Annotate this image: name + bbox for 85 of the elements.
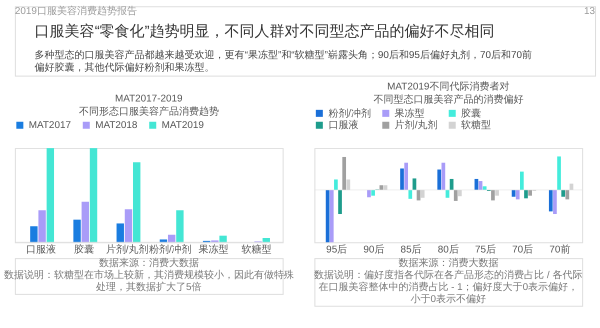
bar	[548, 190, 553, 212]
legend-label: 粉剂/冲剂	[328, 107, 372, 120]
bar	[116, 223, 124, 242]
x-tick-label: 胶囊	[74, 244, 94, 256]
text: 多种型态的口服美容产品都越来越受欢迎，更有“果冻型”和“软糖型”崭露头角；90后和95后偏好丸剂，70后和70前偏好胶囊，其他代际偏好粉剂和果冻型。	[34, 48, 532, 74]
x-tick-label: 90后	[363, 244, 384, 256]
bar	[371, 190, 375, 196]
bar	[73, 220, 81, 242]
bar	[474, 178, 478, 190]
text: 口服美容“零食化”趋势明显，不同人群对不同型态产品的偏好不尽相同	[34, 23, 495, 40]
bar	[446, 190, 450, 198]
bar	[553, 190, 557, 214]
bar	[338, 190, 342, 214]
text: 2019口服美容消费趋势报告	[14, 5, 137, 18]
legend-label: MAT2017	[28, 120, 72, 132]
bar	[458, 190, 462, 196]
bar	[133, 162, 140, 242]
bar	[219, 236, 227, 242]
bar	[334, 179, 338, 190]
x-tick-label: 75后	[474, 244, 496, 256]
x-tick-label: 片剂/丸剂	[106, 244, 149, 256]
x-tick-label: 95后	[326, 244, 348, 256]
bar	[450, 178, 454, 190]
bar	[416, 190, 420, 200]
chart-subtitle: 不同型态口服美容产品的消费偏好	[373, 93, 524, 106]
bar	[330, 190, 334, 242]
x-tick-label: 70前	[549, 244, 570, 256]
bar	[420, 190, 425, 198]
bar	[346, 179, 350, 190]
bar	[520, 172, 524, 190]
x-tick-label: 果冻型	[198, 244, 229, 256]
x-tick-label: 70后	[512, 244, 534, 256]
bar	[404, 162, 408, 190]
x-tick-label: 口服液	[26, 244, 56, 256]
legend-label: 胶囊	[461, 107, 482, 120]
legend-label: 片剂/丸剂	[394, 119, 438, 132]
text: 13	[584, 6, 596, 18]
bar	[516, 190, 520, 200]
bar	[437, 170, 442, 190]
bar	[557, 156, 561, 190]
bar	[46, 148, 54, 242]
bar	[478, 181, 482, 190]
text: 数据说明：偏好度指各代际在各产品形态的消费占比 / 各代际在口服美容整体中的消费占比 - 1；偏好度大于0表示偏好，小于0表示不偏好	[314, 268, 582, 305]
bar	[367, 190, 371, 198]
legend-label: MAT2019	[162, 120, 204, 132]
bar	[441, 162, 446, 190]
bar	[408, 190, 412, 199]
chart-subtitle: 不同形态口服美容产品消费趋势	[78, 105, 219, 118]
x-tick-label: 80后	[438, 244, 459, 256]
bar	[168, 234, 176, 242]
bar	[82, 202, 89, 242]
text: 数据说明：软糖型在市场上较新，其消费规模较小，因此有做特殊处理，其数据扩大了5倍	[4, 268, 294, 293]
bar	[380, 185, 384, 190]
x-tick-label: 软糖型	[242, 244, 272, 256]
bar	[565, 190, 570, 200]
legend-label: 软糖型	[461, 119, 492, 132]
bar	[160, 239, 168, 242]
bar	[454, 190, 458, 201]
bar	[400, 168, 404, 190]
bar	[570, 184, 574, 190]
bar	[524, 190, 528, 198]
source-note: 数据来源：消费大数据	[98, 257, 199, 270]
bar	[561, 190, 566, 197]
bar	[176, 210, 184, 242]
bar	[512, 190, 516, 197]
bar	[124, 209, 132, 242]
source-note: 数据来源：消费大数据	[398, 257, 498, 270]
x-tick-label: 85后	[400, 244, 422, 256]
bar	[491, 190, 495, 200]
bar	[384, 185, 388, 190]
legend-label: MAT2018	[95, 120, 138, 132]
chart-title: MAT2017-2019	[114, 93, 184, 104]
chart-title: MAT2019不同代际消费者对	[387, 80, 510, 93]
bar	[495, 190, 499, 196]
bar	[262, 238, 270, 242]
bar	[30, 226, 38, 242]
legend-label: 口服液	[328, 119, 358, 132]
bar	[342, 156, 346, 190]
x-tick-label: 粉剂/冲剂	[148, 244, 192, 256]
legend-label: 果冻型	[394, 107, 425, 120]
bar	[38, 210, 46, 242]
bar	[528, 190, 532, 196]
bar	[90, 148, 98, 242]
bar	[412, 178, 416, 190]
bar	[326, 190, 330, 242]
